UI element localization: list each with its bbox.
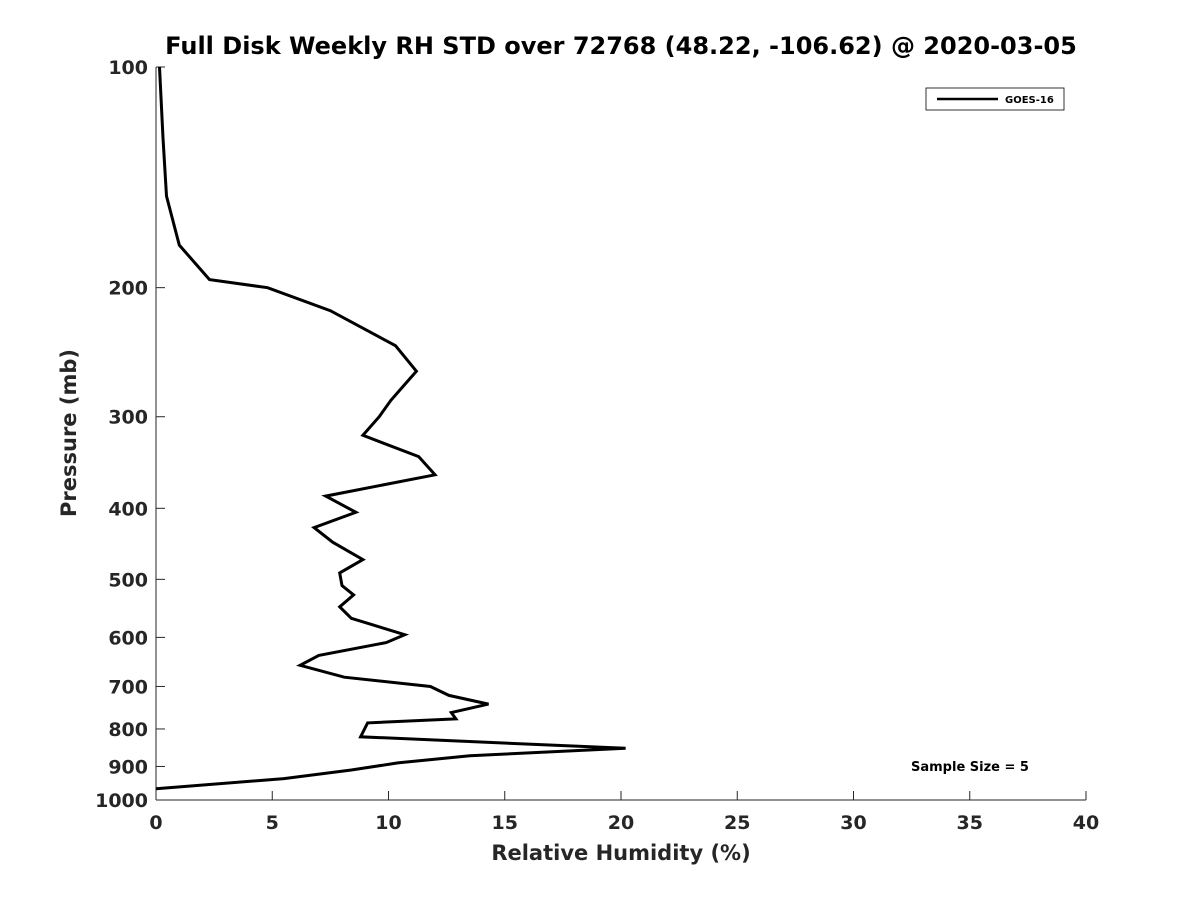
y-tick-label: 1000 — [95, 790, 148, 812]
y-tick-label: 200 — [108, 278, 148, 300]
series-line-0 — [155, 66, 626, 791]
chart-title: Full Disk Weekly RH STD over 72768 (48.2… — [165, 32, 1077, 60]
legend-label-goes16: GOES-16 — [1005, 95, 1054, 106]
legend: GOES-16 — [925, 87, 1065, 111]
y-tick-label: 800 — [108, 719, 148, 741]
y-tick-label: 500 — [108, 569, 148, 591]
x-tick-label: 30 — [840, 812, 866, 834]
x-tick-label: 35 — [957, 812, 983, 834]
y-tick-label: 400 — [108, 498, 148, 520]
series-layer — [155, 66, 626, 791]
x-tick-label: 20 — [608, 812, 634, 834]
x-tick-label: 25 — [724, 812, 750, 834]
y-ticks: 100 200 300 400 500 600 700 800 900 1000 — [95, 57, 165, 812]
x-tick-label: 10 — [375, 812, 401, 834]
y-axis-label: Pressure (mb) — [57, 349, 81, 517]
x-tick-label: 5 — [266, 812, 279, 834]
x-tick-label: 15 — [492, 812, 518, 834]
y-tick-label: 100 — [108, 57, 148, 79]
y-tick-label: 700 — [108, 676, 148, 698]
x-tick-label: 40 — [1073, 812, 1099, 834]
sample-size-annotation: Sample Size = 5 — [911, 760, 1029, 775]
x-axis-label: Relative Humidity (%) — [491, 841, 750, 865]
x-tick-label: 0 — [149, 812, 162, 834]
y-tick-label: 300 — [108, 407, 148, 429]
y-tick-label: 600 — [108, 627, 148, 649]
x-ticks: 0 5 10 15 20 25 30 35 40 — [149, 791, 1099, 834]
y-tick-label: 900 — [108, 756, 148, 778]
